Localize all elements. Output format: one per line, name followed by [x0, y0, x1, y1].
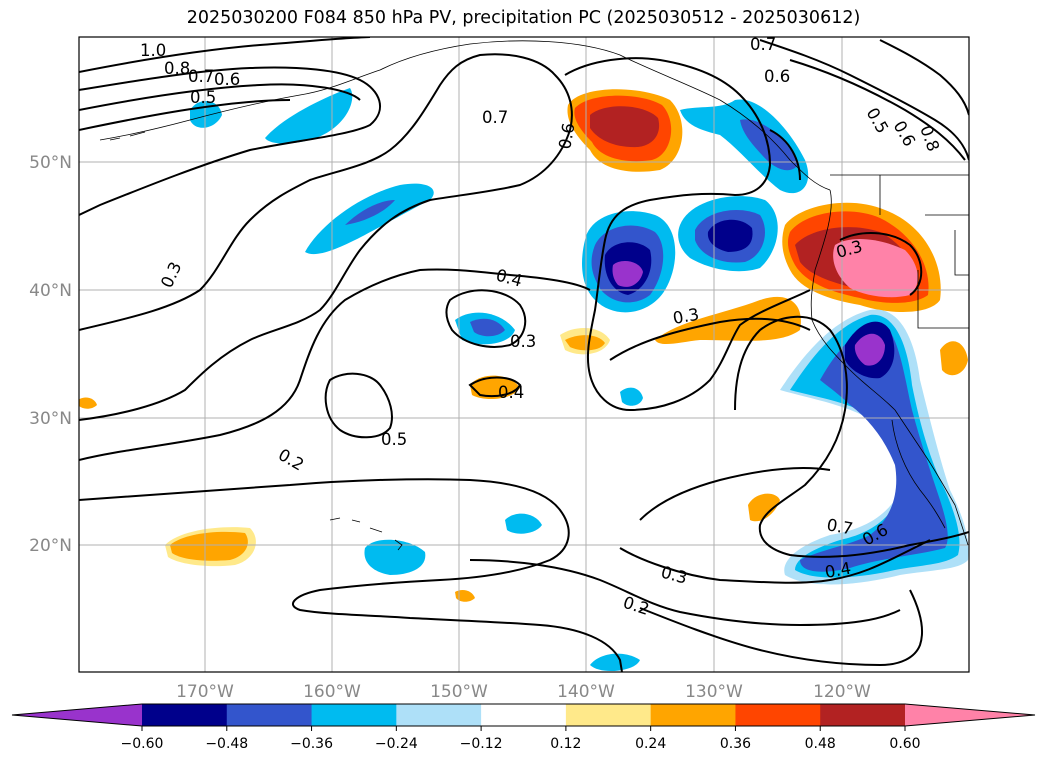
map-frame [78, 36, 970, 673]
colorbar-swatch [820, 704, 906, 726]
contour-label: 0.3 [671, 305, 700, 328]
colorbar-tick-label: −0.48 [205, 736, 248, 752]
colorbar-tick-label: 0.24 [635, 736, 666, 752]
colorbar-swatch [142, 704, 228, 726]
contour-label: 0.7 [750, 35, 776, 54]
coastlines [99, 40, 969, 551]
contour-label: 0.5 [381, 430, 407, 449]
colorbar-swatch [650, 704, 736, 726]
pv-contours [79, 37, 969, 672]
contour-label: 0.8 [164, 59, 190, 78]
colorbar-swatch [396, 704, 482, 726]
lat-label: 40°N [29, 281, 72, 301]
colorbar-tick-label: 0.60 [889, 736, 920, 752]
colorbar-tick-label: 0.36 [720, 736, 751, 752]
contour-label: 0.6 [764, 67, 790, 86]
contour-label: 0.7 [482, 108, 508, 127]
colorbar-tick-label: −0.60 [121, 736, 164, 752]
colorbar-swatch [565, 704, 652, 726]
lon-label: 130°W [685, 682, 743, 702]
contour-label: 0.5 [190, 88, 216, 107]
chart-title: 2025030200 F084 850 hPa PV, precipitatio… [186, 8, 861, 28]
lon-label: 150°W [430, 682, 488, 702]
contour-label: 0.7 [188, 67, 214, 86]
lon-label: 140°W [557, 682, 615, 702]
colorbar-tick-label: 0.12 [550, 736, 581, 752]
colorbar-tick-label: −0.12 [460, 736, 503, 752]
colorbar-swatch [481, 704, 567, 726]
lon-label: 120°W [813, 682, 871, 702]
lat-label: 50°N [29, 153, 72, 173]
contour-label: 1.0 [140, 41, 166, 60]
colorbar-extend-low [12, 704, 142, 726]
latitude-labels: 50°N 40°N 30°N 20°N [29, 153, 72, 556]
colorbar-swatch [226, 704, 313, 726]
contour-label: 0.4 [823, 559, 852, 582]
lat-label: 20°N [29, 536, 72, 556]
colorbar-swatch [311, 704, 397, 726]
lon-label: 160°W [303, 682, 361, 702]
colorbar-tick-label: −0.24 [375, 736, 418, 752]
colorbar-tick-label: 0.48 [805, 736, 836, 752]
longitude-labels: 170°W 160°W 150°W 140°W 130°W 120°W [176, 682, 871, 702]
lon-label: 170°W [176, 682, 234, 702]
contour-label: 0.4 [498, 383, 524, 402]
contour-label: 0.7 [825, 515, 854, 538]
contour-label: 0.6 [214, 70, 240, 89]
contour-label: 0.3 [510, 332, 536, 351]
colorbar-extend-high [905, 704, 1035, 726]
contour-label: 0.6 [555, 122, 578, 151]
colorbar: −0.60 −0.48 −0.36 −0.24 −0.12 0.12 0.24 0.36 0.4… [11, 703, 1036, 752]
lat-label: 30°N [29, 409, 72, 429]
colorbar-tick-label: −0.36 [290, 736, 333, 752]
colorbar-swatch [735, 704, 821, 726]
